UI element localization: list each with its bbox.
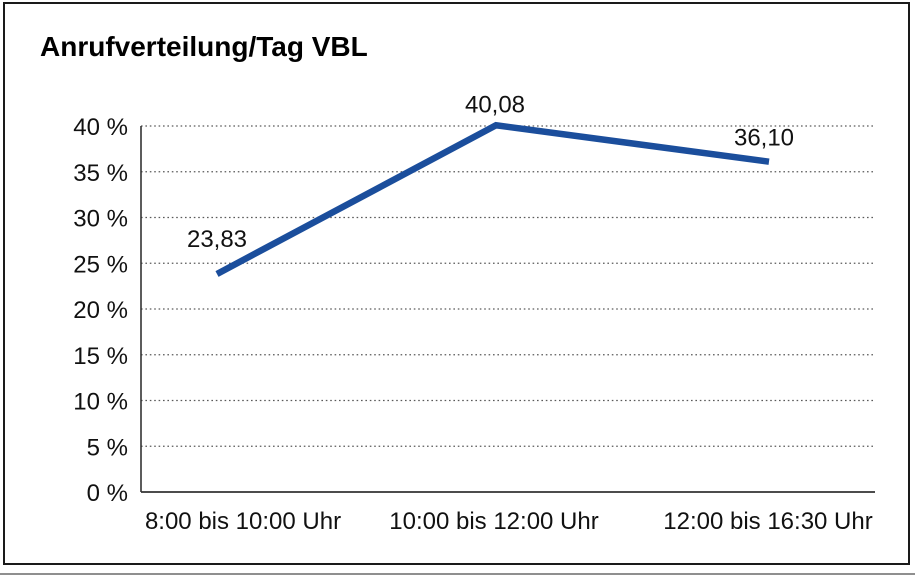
data-label: 40,08 bbox=[465, 91, 525, 118]
data-label: 36,10 bbox=[734, 125, 794, 152]
x-axis-category-label: 10:00 bis 12:00 Uhr bbox=[389, 508, 598, 535]
y-axis-tick-label: 10 % bbox=[73, 389, 128, 416]
y-axis-tick-label: 30 % bbox=[73, 206, 128, 233]
page-bottom-rule bbox=[0, 573, 915, 575]
y-axis-tick-label: 5 % bbox=[87, 434, 128, 461]
y-axis-tick-label: 0 % bbox=[87, 480, 128, 507]
y-axis-tick-label: 40 % bbox=[73, 114, 128, 141]
x-axis-category-label: 8:00 bis 10:00 Uhr bbox=[145, 508, 341, 535]
chart-title: Anrufverteilung/Tag VBL bbox=[40, 31, 368, 62]
x-axis-category-label: 12:00 bis 16:30 Uhr bbox=[663, 508, 872, 535]
y-axis-tick-label: 35 % bbox=[73, 160, 128, 187]
y-axis-tick-label: 15 % bbox=[73, 343, 128, 370]
y-axis-tick-label: 25 % bbox=[73, 251, 128, 278]
series-line bbox=[215, 121, 770, 277]
chart-frame bbox=[3, 2, 910, 565]
y-axis-tick-label: 20 % bbox=[73, 297, 128, 324]
data-label: 23,83 bbox=[187, 226, 247, 253]
